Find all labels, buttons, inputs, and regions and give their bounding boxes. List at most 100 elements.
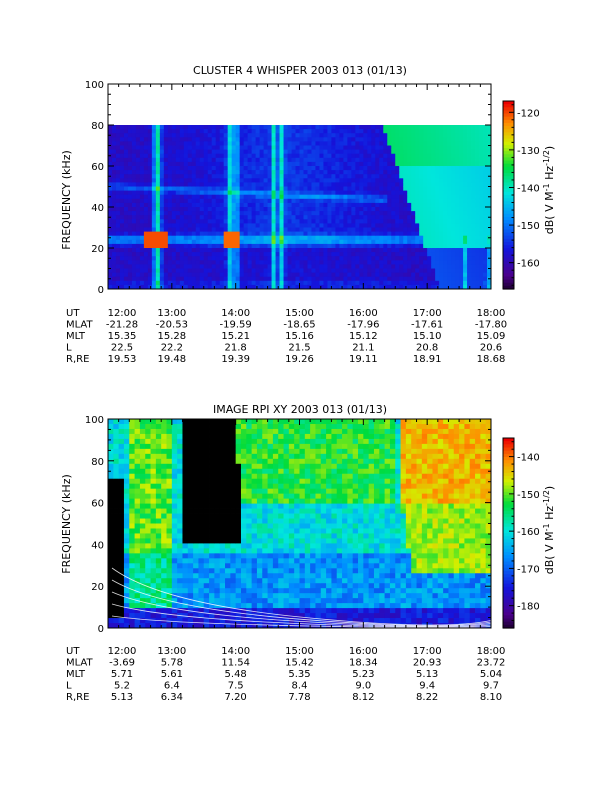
spectrogram-cell [319, 260, 324, 265]
spectrogram-cell [171, 498, 178, 504]
spectrogram-cell [155, 252, 161, 257]
spectrogram-cell [175, 268, 181, 273]
spectrogram-cell [375, 215, 380, 220]
spectrogram-cell [295, 194, 300, 200]
spectrogram-cell [343, 186, 348, 191]
spectrogram-cell [447, 202, 452, 208]
spectrogram-cell [423, 284, 428, 290]
spectrogram-cell [351, 211, 356, 216]
spectrogram-cell [182, 428, 189, 435]
spectrogram-cell [219, 235, 225, 241]
spectrogram-cell [131, 215, 137, 220]
spectrogram-cell [303, 252, 308, 257]
spectrogram-cell [191, 161, 197, 167]
spectrogram-cell [259, 137, 264, 142]
spectrogram-cell [307, 190, 312, 196]
spectrogram-cell [467, 149, 472, 155]
spectrogram-cell [223, 182, 229, 187]
spectrogram-cell [123, 268, 129, 273]
spectrogram-cell [399, 157, 404, 163]
spectrogram-cell [199, 215, 205, 220]
spectrogram-cell [371, 190, 376, 196]
spectrogram-cell [427, 157, 432, 163]
spectrogram-cell [267, 157, 272, 163]
spectrogram-cell [198, 473, 205, 480]
colorbar-tick-label: -140 [517, 183, 540, 194]
spectrogram-cell [255, 161, 261, 167]
spectrogram-cell [187, 598, 194, 604]
spectrogram-cell [403, 190, 408, 196]
spectrogram-cell [271, 145, 276, 150]
spectrogram-cell [139, 133, 145, 138]
spectrogram-cell [455, 227, 460, 232]
spectrogram-cell [199, 166, 205, 171]
spectrogram-cell [251, 133, 257, 138]
spectrogram-cell [135, 284, 141, 290]
spectrogram-cell [271, 149, 276, 155]
spectrogram-cell [163, 276, 169, 282]
spectrogram-cell [259, 215, 264, 220]
spectrogram-cell [339, 231, 344, 237]
spectrogram-cell [407, 223, 412, 228]
spectrogram-cell [291, 161, 296, 167]
spectrogram-cell [451, 227, 456, 232]
spectrogram-cell [395, 153, 400, 159]
spectrogram-cell [267, 182, 272, 187]
spectrogram-cell [391, 280, 396, 286]
spectrogram-cell [207, 202, 213, 208]
spectrogram-cell [151, 202, 157, 208]
spectrogram-cell [283, 182, 288, 187]
spectrogram-cell [231, 268, 237, 273]
spectrogram-cell [129, 448, 135, 455]
spectrogram-cell [187, 493, 194, 500]
spectrogram-cell [219, 264, 225, 269]
spectrogram-cell [439, 256, 444, 261]
spectrogram-cell [203, 268, 209, 273]
spectrogram-cell [399, 153, 404, 159]
spectrogram-cell [487, 211, 492, 216]
spectrogram-cell [159, 207, 165, 212]
spectrogram-cell [129, 513, 135, 519]
spectrogram-cell [187, 202, 193, 208]
spectrogram-cell [291, 219, 296, 224]
spectrogram-cell [339, 239, 344, 245]
spectrogram-cell [108, 433, 114, 440]
spectrogram-cell [443, 137, 448, 142]
spectrogram-cell [227, 243, 233, 249]
spectrogram-cell [183, 153, 189, 159]
spectrogram-cell [161, 428, 167, 435]
spectrogram-cell [399, 198, 404, 204]
spectrogram-cell [263, 157, 268, 163]
spectrogram-cell [161, 608, 167, 614]
spectrogram-cell [355, 190, 360, 196]
spectrogram-cell [327, 125, 332, 130]
colorbar-segment [503, 223, 514, 227]
spectrogram-cell [471, 182, 476, 187]
spectrogram-cell [167, 170, 173, 175]
spectrogram-cell [383, 194, 388, 200]
spectrogram-cell [359, 125, 364, 130]
spectrogram-cell [351, 137, 356, 142]
spectrogram-cell [219, 194, 225, 200]
spectrogram-cell [151, 186, 157, 191]
spectrogram-cell [183, 239, 189, 245]
spectrogram-cell [127, 157, 133, 163]
spectrogram-cell [283, 178, 288, 183]
spectrogram-cell [431, 264, 436, 269]
spectrogram-cell [113, 583, 120, 589]
spectrogram-cell [131, 284, 137, 290]
spectrogram-cell [231, 186, 237, 191]
spectrogram-cell [214, 433, 221, 440]
spectrogram-cell [451, 280, 456, 286]
spectrogram-cell [459, 219, 464, 224]
spectrogram-cell [155, 419, 162, 425]
spectrogram-cell [331, 243, 336, 249]
spectrogram-cell [135, 153, 141, 159]
spectrogram-cell [179, 133, 185, 138]
spectrogram-cell [151, 145, 157, 150]
spectrogram-cell [151, 215, 157, 220]
spectrogram-cell [235, 284, 241, 290]
spectrogram-cell [287, 215, 292, 220]
spectrogram-cell [315, 149, 320, 155]
spectrogram-cell [295, 235, 300, 241]
